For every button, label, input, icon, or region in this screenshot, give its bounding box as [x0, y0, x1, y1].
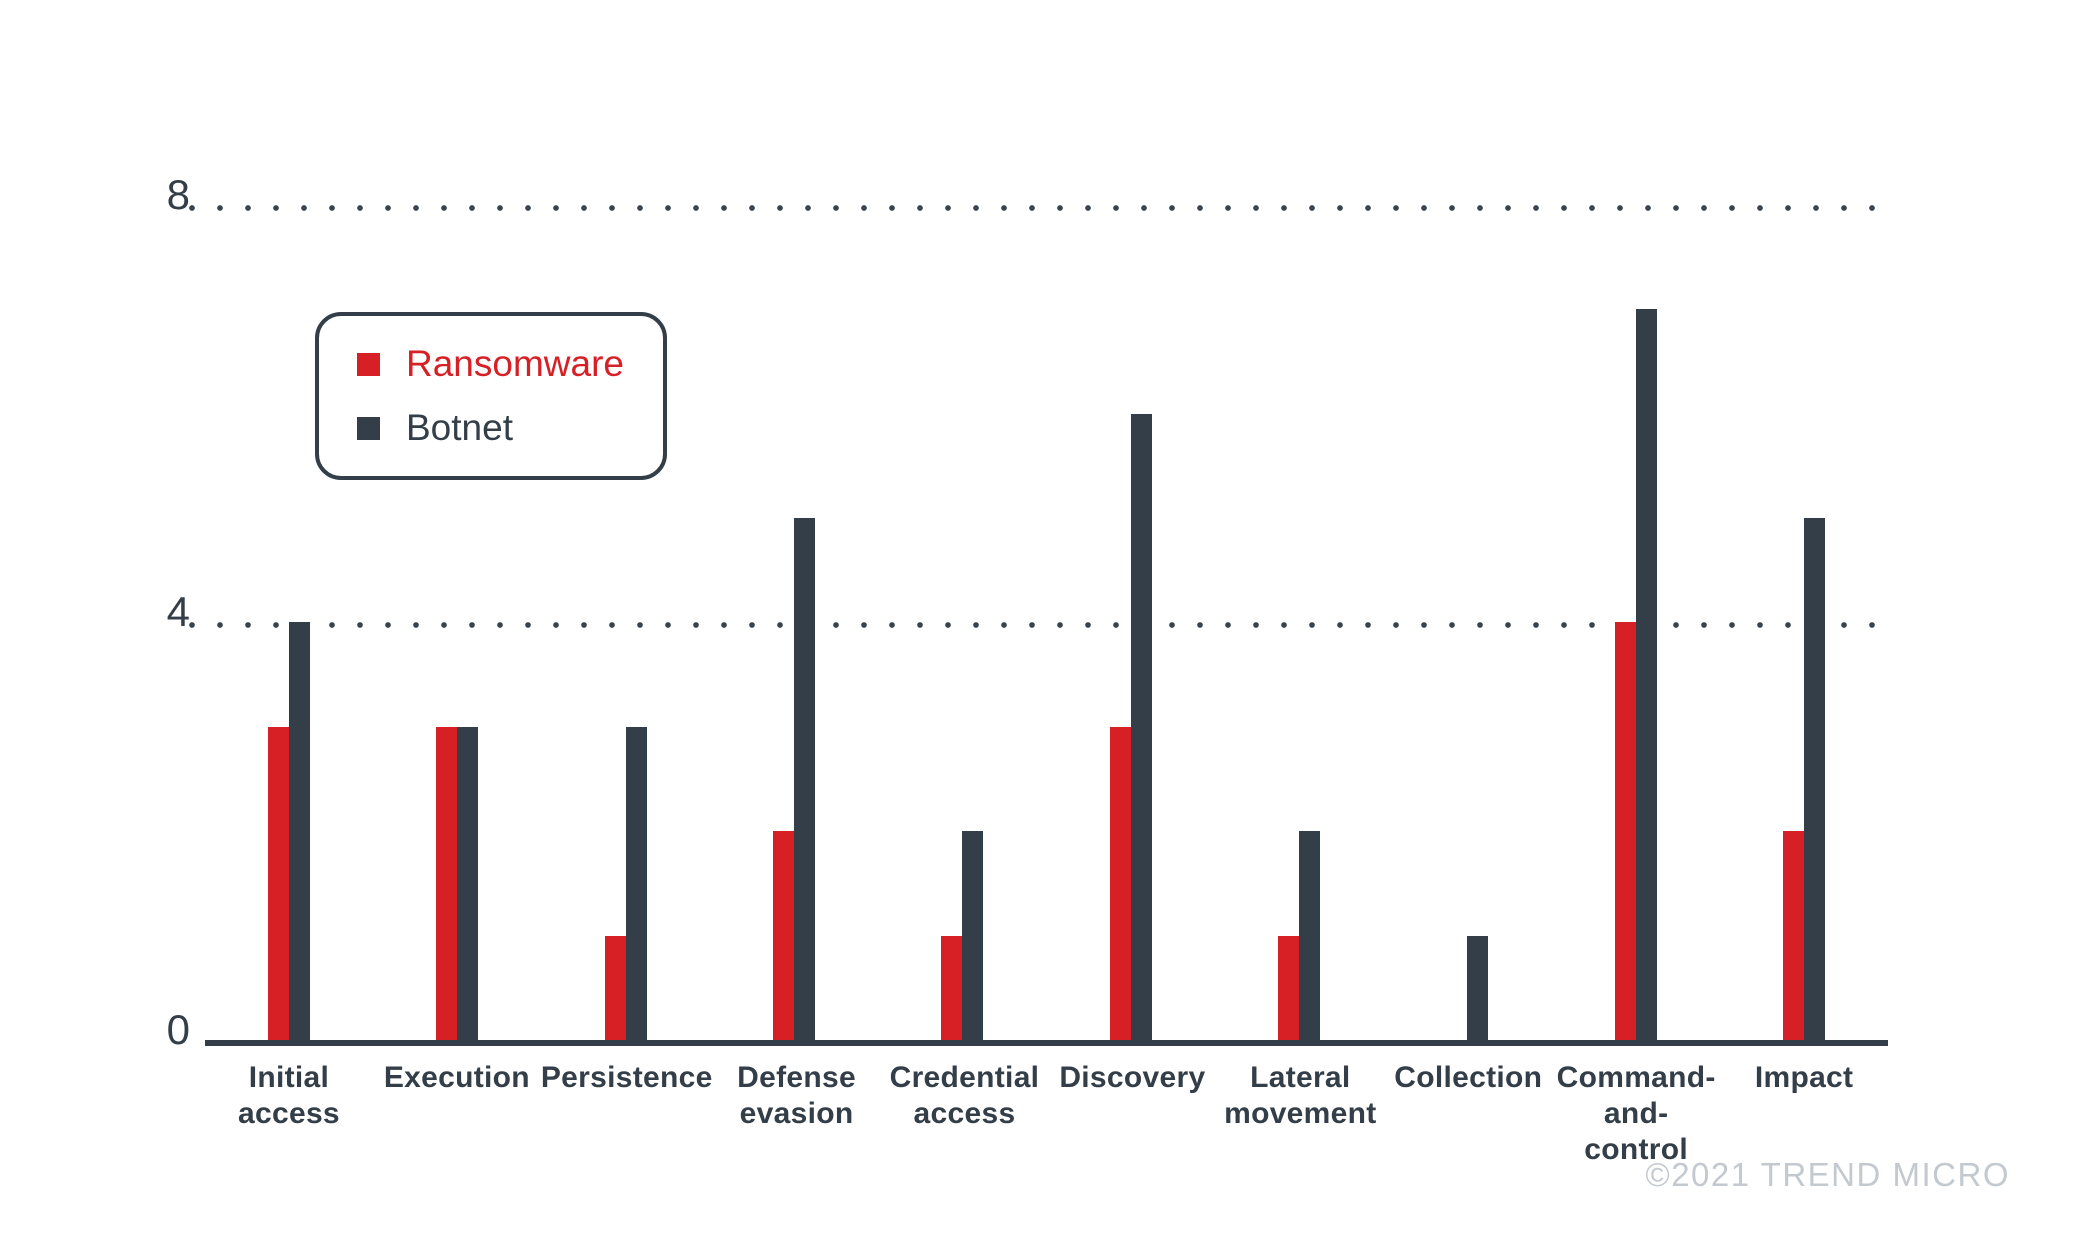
category-label-command-and-control: Command- and-control — [1556, 1061, 1716, 1166]
category-label-defense-evasion: Defense evasion — [737, 1061, 856, 1130]
bar-group-execution — [373, 0, 541, 1040]
bar-ransomware-execution — [436, 726, 458, 1040]
bar-group-lateral-movement — [1215, 0, 1383, 1040]
category-label-persistence: Persistence — [540, 1061, 713, 1094]
bar-botnet-lateral-movement — [1298, 831, 1320, 1040]
bar-botnet-initial-access — [289, 622, 311, 1040]
bar-groups — [205, 0, 1888, 1040]
bar-group-impact — [1720, 0, 1888, 1040]
bar-botnet-credential-access — [962, 831, 984, 1040]
bar-group-defense-evasion — [710, 0, 878, 1040]
bar-botnet-execution — [457, 726, 479, 1040]
category-label-execution: Execution — [383, 1061, 530, 1094]
bar-group-command-and-control — [1551, 0, 1719, 1040]
bar-group-credential-access — [878, 0, 1046, 1040]
gridline-y4 — [178, 622, 1890, 629]
bar-botnet-command-and-control — [1635, 309, 1657, 1040]
copyright-text: ©2021 TREND MICRO — [1645, 1156, 2010, 1193]
bar-ransomware-initial-access — [268, 726, 290, 1040]
bar-ransomware-lateral-movement — [1277, 935, 1299, 1040]
legend-label-ransomware: Ransomware — [406, 343, 624, 384]
bar-ransomware-credential-access — [941, 935, 963, 1040]
category-label-credential-access: Credential access — [889, 1061, 1040, 1130]
bar-botnet-collection — [1467, 935, 1489, 1040]
y-tick-label-0: 0 — [166, 1006, 190, 1053]
category-label-impact: Impact — [1754, 1061, 1854, 1094]
bar-botnet-defense-evasion — [794, 518, 816, 1040]
legend: Ransomware Botnet — [315, 312, 667, 480]
bar-botnet-discovery — [1130, 413, 1152, 1040]
bar-group-initial-access — [205, 0, 373, 1040]
legend-label-botnet: Botnet — [406, 407, 513, 448]
category-label-initial-access: Initial access — [238, 1061, 340, 1130]
bar-ransomware-discovery — [1109, 726, 1131, 1040]
x-axis-line — [205, 1040, 1888, 1046]
ransomware-swatch-icon — [357, 352, 380, 376]
y-tick-label-4: 4 — [166, 588, 190, 636]
bar-ransomware-persistence — [604, 935, 626, 1040]
category-label-discovery: Discovery — [1059, 1061, 1206, 1094]
category-label-collection: Collection — [1394, 1061, 1543, 1094]
legend-item-botnet: Botnet — [357, 407, 663, 449]
y-tick-label-8: 8 — [166, 170, 190, 218]
bar-group-persistence — [542, 0, 710, 1040]
bar-botnet-persistence — [625, 726, 647, 1040]
bar-group-discovery — [1046, 0, 1214, 1040]
bar-ransomware-command-and-control — [1614, 622, 1636, 1040]
category-labels: Initial access Execution Persistence Defens… — [205, 1060, 1888, 1168]
bar-botnet-impact — [1803, 518, 1825, 1040]
botnet-swatch-icon — [357, 416, 380, 440]
legend-item-ransomware: Ransomware — [357, 343, 663, 385]
bar-ransomware-impact — [1782, 831, 1804, 1040]
gridline-y8 — [178, 204, 1890, 211]
bar-ransomware-defense-evasion — [773, 831, 795, 1040]
bar-group-collection — [1383, 0, 1551, 1040]
category-label-lateral-movement: Lateral movement — [1224, 1061, 1377, 1130]
